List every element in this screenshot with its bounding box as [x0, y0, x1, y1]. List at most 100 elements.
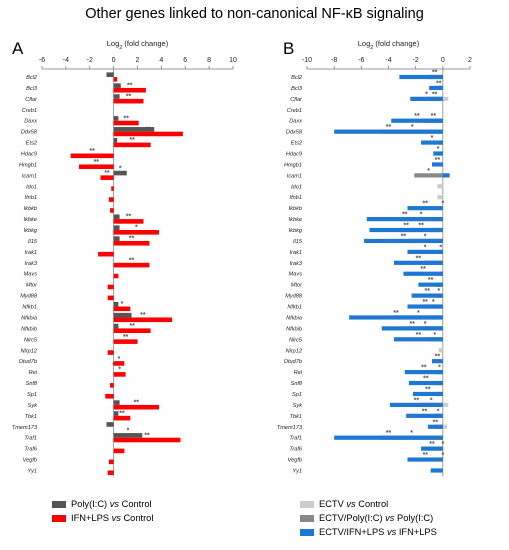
bar-ectv-vs-control-tmem173 [442, 424, 447, 429]
significance-marker-tbk1: ** [119, 410, 125, 417]
significance-marker-hdac9: ** [89, 148, 95, 155]
significance-marker-hmgb1: ** [435, 157, 441, 164]
significance-marker-ddx58: ** [146, 126, 152, 133]
legend-label-ectv-vs-control: ECTV vs Control [319, 499, 388, 509]
significance-marker-syk: ** [414, 397, 420, 404]
bar-ectv-ifn-lps-vs-ifn-lps-bcl2 [399, 74, 443, 80]
category-label-rel: Rel [294, 370, 303, 376]
bar-ectv-ifn-lps-vs-ifn-lps-ikbkb [407, 206, 443, 211]
panel-b-chart: B Log2 (fold change) -10 -8 -6 -4 -2 0 2 Bcl2 Bcl3… [277, 39, 472, 537]
category-label-traf1: Traf1 [24, 436, 37, 442]
significance-marker-il15: ** [401, 233, 407, 240]
category-label-nfkb1: Nfkb1 [22, 305, 37, 311]
significance-marker-nfkbia: ** [140, 312, 146, 319]
bar-ectv-ifn-lps-vs-ifn-lps-hmgb1 [431, 162, 443, 167]
category-label-ikbke: Ikbke [24, 217, 37, 223]
legend-swatch-ectv-vs-control [300, 501, 314, 508]
category-label-nfkbia: Nfkbia [286, 315, 302, 321]
significance-marker-ikbke: ** [402, 212, 408, 219]
x-tick-label: -2 [87, 57, 93, 64]
bar-ifn-lps-vs-control-otud7b [113, 361, 125, 366]
category-label-ddx58: Ddx58 [286, 130, 303, 136]
bar-ectv-ifn-lps-vs-ifn-lps-irak1 [407, 249, 443, 254]
category-label-mtor: Mtor [26, 283, 38, 289]
category-label-otud7b: Otud7b [284, 359, 302, 365]
bar-ifn-lps-vs-control-nlrc5 [113, 339, 138, 344]
significance-marker-myd88: * [437, 288, 440, 295]
category-label-traf6: Traf6 [24, 447, 38, 453]
bar-ectv-ifn-lps-vs-ifn-lps-vegfb [407, 457, 443, 462]
category-label-hdac9: Hdac9 [21, 152, 37, 158]
category-label-ets2: Ets2 [291, 141, 303, 147]
category-label-nlrc5: Nlrc5 [24, 337, 38, 343]
category-label-irak1: Irak1 [290, 250, 302, 256]
legend-swatch-ectv-ifn-lps-vs-ifn-lps [300, 529, 314, 536]
category-label-irak3: Irak3 [25, 261, 38, 267]
significance-marker-myd88: ** [424, 288, 430, 295]
category-label-tmem173: Tmem173 [277, 425, 303, 431]
significance-marker-mavs: ** [420, 266, 426, 273]
legend-label-ectv-poly-i-c-vs-poly-i-c: ECTV/Poly(I:C) vs Poly(I:C) [319, 513, 433, 523]
category-label-il15: Il15 [293, 239, 303, 245]
category-label-tmem173: Tmem173 [12, 425, 38, 431]
category-label-traf6: Traf6 [289, 447, 303, 453]
category-label-irak3: Irak3 [290, 261, 303, 267]
significance-marker-daxx: ** [123, 115, 129, 122]
significance-marker-traf6: * [441, 441, 444, 448]
category-label-mtor: Mtor [291, 283, 303, 289]
significance-marker-traf1: * [127, 428, 130, 435]
significance-marker-mtor: ** [428, 277, 434, 284]
bar-ectv-ifn-lps-vs-ifn-lps-ikbkg [369, 227, 443, 233]
category-label-ikbkg: Ikbkg [24, 228, 38, 234]
category-label-daxx: Daxx [24, 119, 37, 125]
bar-ectv-ifn-lps-vs-ifn-lps-irak3 [393, 260, 443, 265]
category-label-ets2: Ets2 [26, 141, 38, 147]
significance-marker-cflar: * [425, 91, 428, 98]
x-tick-label: 0 [112, 57, 116, 64]
bar-ifn-lps-vs-control-bcl3 [113, 87, 146, 93]
bar-ectv-vs-control-ido1 [437, 184, 443, 189]
bar-ifn-lps-vs-control-nfkbib [113, 328, 151, 333]
category-label-cflar: Cflar [290, 97, 303, 103]
bar-ectv-ifn-lps-vs-ifn-lps-syk [389, 402, 443, 407]
bar-poly-i-c-vs-control-bcl3 [113, 83, 121, 88]
bar-ifn-lps-vs-control-sp1 [105, 393, 114, 399]
significance-marker-icam1: * [119, 165, 122, 172]
bar-ifn-lps-vs-control-myd88 [107, 295, 114, 301]
significance-marker-icam1: ** [104, 170, 110, 177]
bar-ifn-lps-vs-control-icam1 [100, 175, 114, 180]
significance-marker-nfkb1: * [121, 301, 124, 308]
category-label-mavs: Mavs [289, 272, 303, 278]
x-tick-label: -6 [358, 57, 364, 64]
x-tick-label: 6 [183, 57, 187, 64]
bar-ectv-ifn-lps-vs-ifn-lps-cflar [410, 96, 443, 101]
bar-ectv-ifn-lps-vs-ifn-lps-ets2 [421, 140, 443, 145]
significance-marker-ikbkb: ** [422, 201, 428, 208]
significance-marker-ikbkg: ** [418, 223, 424, 230]
x-tick-label: -4 [385, 57, 391, 64]
significance-marker-irak3: ** [416, 255, 422, 262]
bar-ifn-lps-vs-control-ifnb1 [108, 197, 114, 202]
category-label-irak1: Irak1 [25, 250, 37, 256]
bar-ifn-lps-vs-control-ets2 [113, 142, 151, 148]
legend-label-ectv-ifn-lps-vs-ifn-lps: ECTV/IFN+LPS vs IFN+LPS [319, 527, 437, 537]
bar-ectv-vs-control-syk [442, 402, 449, 407]
bar-poly-i-c-vs-control-bcl2 [106, 72, 114, 77]
significance-marker-tbk1: * [437, 408, 440, 415]
significance-marker-tbk1: ** [422, 408, 428, 415]
bar-ifn-lps-vs-control-nfkbia [113, 317, 173, 323]
bar-ifn-lps-vs-control-nfkb1 [113, 306, 131, 312]
significance-marker-hdac9: * [437, 146, 440, 153]
x-tick-label: 2 [468, 57, 472, 64]
bar-ifn-lps-vs-control-tbk1 [113, 415, 131, 421]
significance-marker-vegfb: ** [422, 452, 428, 459]
bar-ectv-ifn-lps-vs-ifn-lps-nfkbib [381, 326, 443, 331]
category-label-myd88: Myd88 [285, 294, 303, 300]
category-label-traf1: Traf1 [289, 436, 302, 442]
category-label-bcl3: Bcl3 [26, 86, 38, 92]
category-label-ido1: Ido1 [291, 184, 302, 190]
significance-marker-ikbkg: ** [403, 223, 409, 230]
bar-poly-i-c-vs-control-nfkbia [113, 312, 132, 318]
bar-ifn-lps-vs-control-syk [113, 404, 159, 410]
